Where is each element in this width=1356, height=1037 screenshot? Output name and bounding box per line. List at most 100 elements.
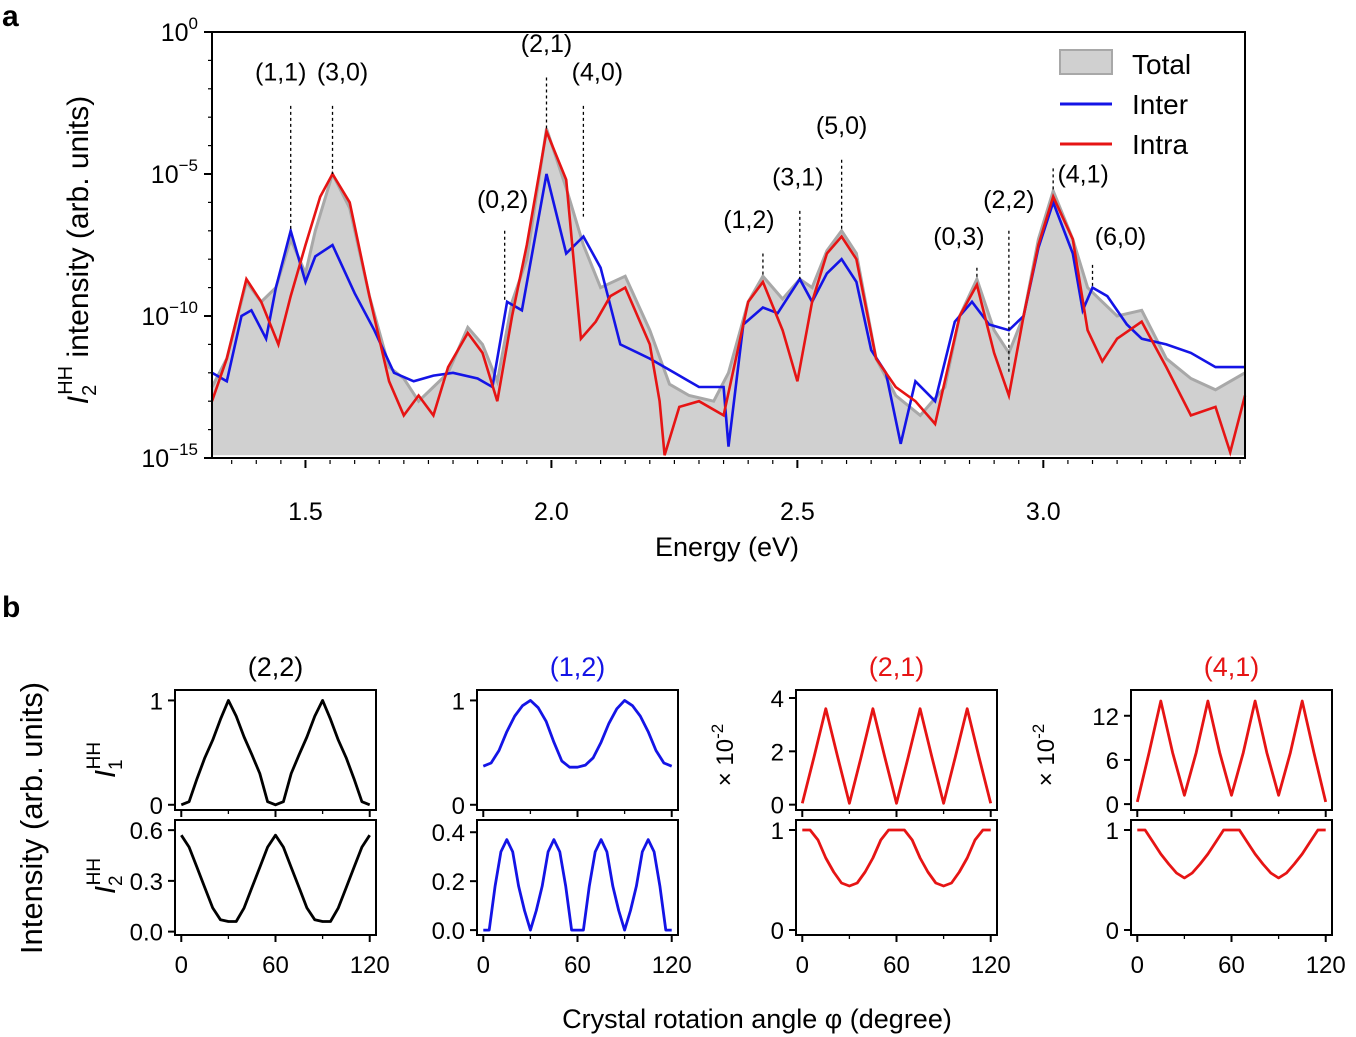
subplot-y-tick-label: 1 — [150, 688, 163, 715]
scale-label-2-1-text: × 10 — [712, 739, 739, 786]
subplot-x-tick-label: 0 — [175, 952, 188, 979]
subplot-y-tick-label: 0 — [150, 793, 163, 820]
subplot-frame — [174, 689, 377, 811]
annotation-label: (4,1) — [1057, 161, 1108, 189]
series-inter-line — [211, 173, 1245, 447]
panel-a-frame — [211, 31, 1246, 459]
subplot-x-tick-label: 120 — [1306, 952, 1346, 979]
annotation-label: (1,1) — [255, 58, 306, 86]
y-tick-label: 10−10 — [141, 298, 198, 331]
panel-b-ylabel: Intensity (arb. units) — [14, 682, 49, 954]
subplot-y-tick-label: 0.0 — [432, 918, 465, 945]
row1-ylabel: I1HH — [84, 742, 127, 778]
row2-ylabel: I2HH — [84, 858, 127, 894]
annotation-label: (5,0) — [816, 112, 867, 140]
subplot-line — [180, 833, 371, 923]
subplot-frame — [1130, 819, 1333, 936]
subplot-x-tick-label: 60 — [883, 952, 910, 979]
annotation-label: (3,1) — [772, 163, 823, 191]
panel-b-letter: b — [2, 591, 20, 624]
annotation-label: (0,3) — [933, 223, 984, 251]
subplot-line — [1137, 828, 1326, 880]
panel-b-xlabel-text: Crystal rotation angle φ (degree) — [562, 1004, 952, 1034]
subplot-y-tick-label: 0.0 — [130, 920, 163, 947]
row2-ylabel-sub: 2 — [106, 875, 127, 886]
row1-ylabel-symbol: I — [90, 770, 122, 778]
legend: Total Inter Intra — [1059, 49, 1191, 160]
subplot-row1-col3: (2,1) 0 2 4 — [771, 652, 998, 820]
panel-b-charts: (2,2)01(1,2)01(2,1)024(4,1)06120.00.30.6… — [130, 652, 1346, 979]
subplot-line — [482, 699, 673, 769]
annotation-label: (3,0) — [317, 58, 368, 86]
scale-label-4-1-text: × 10 — [1033, 739, 1060, 786]
annotation-label: (6,0) — [1095, 223, 1146, 251]
subplot-line — [483, 838, 672, 932]
subplot-row1-col1: (2,2) 0 1 — [150, 652, 377, 820]
x-tick-label: 3.0 — [1026, 498, 1061, 526]
panel-a-letter: a — [2, 0, 19, 33]
subplot-x-tick-label: 0 — [477, 952, 490, 979]
subplot-title: (4,1) — [1204, 652, 1260, 682]
subplot-line — [1135, 699, 1328, 803]
subplot-x-tick-label: 60 — [1218, 952, 1245, 979]
subplot-frame — [476, 819, 679, 936]
scale-label-2-1: × 10-2 — [708, 724, 739, 787]
series-intra-line — [210, 126, 1247, 457]
x-tick-label: 2.5 — [780, 498, 815, 526]
panel-a-ylabel-sub: 2 — [79, 385, 101, 396]
subplot-y-tick-label: 0.4 — [432, 820, 465, 847]
subplot-x-tick-label: 60 — [564, 952, 591, 979]
legend-swatch-total — [1059, 49, 1113, 75]
y-tick-label: 10−5 — [151, 156, 198, 189]
subplot-x-tick-label: 120 — [652, 952, 692, 979]
scale-label-4-1: × 10-2 — [1029, 724, 1060, 787]
subplot-x-tick-label: 120 — [350, 952, 390, 979]
panel-a-xlabel: Energy (eV) — [655, 532, 799, 562]
legend-label-intra: Intra — [1132, 129, 1188, 160]
row2-ylabel-symbol: I — [90, 886, 122, 894]
subplot-line — [800, 707, 993, 805]
y-tick-label: 100 — [161, 14, 198, 47]
legend-label-inter: Inter — [1132, 89, 1188, 120]
subplot-x-tick-label: 0 — [1131, 952, 1144, 979]
panel-a-ylabel-rest: intensity (arb. units) — [62, 96, 95, 366]
subplot-y-tick-label: 6 — [1106, 748, 1119, 775]
series-total-area — [212, 128, 1245, 456]
subplot-y-tick-label: 0 — [771, 793, 784, 820]
subplot-y-tick-label: 0 — [1106, 918, 1119, 945]
subplot-row2-col1: 0.0 0.3 0.6 0 60 120 — [130, 818, 390, 979]
subplot-y-tick-label: 1 — [452, 688, 465, 715]
subplot-row2-col3: 0 1 0 60 120 — [771, 818, 1011, 979]
row2-ylabel-sup: HH — [84, 858, 105, 885]
subplot-y-tick-label: 0 — [771, 918, 784, 945]
annotation-label: (0,2) — [477, 186, 528, 214]
subplot-y-tick-label: 0 — [452, 793, 465, 820]
annotation-label: (2,1) — [521, 30, 572, 58]
subplot-frame — [795, 819, 998, 936]
subplot-frame — [476, 689, 679, 811]
subplot-x-tick-label: 120 — [971, 952, 1011, 979]
scale-label-4-1-exp: -2 — [1029, 724, 1048, 739]
subplot-y-tick-label: 0.2 — [432, 869, 465, 896]
subplot-title: (2,1) — [869, 652, 925, 682]
subplot-y-tick-label: 1 — [1106, 818, 1119, 845]
annotation-label: (2,2) — [983, 186, 1034, 214]
subplot-title: (2,2) — [248, 652, 304, 682]
subplot-row1-col2: (1,2) 0 1 — [452, 652, 679, 820]
subplot-y-tick-label: 1 — [771, 818, 784, 845]
subplot-line — [802, 828, 991, 888]
legend-label-total: Total — [1132, 49, 1191, 80]
subplot-x-tick-label: 60 — [262, 952, 289, 979]
subplot-y-tick-label: 4 — [771, 686, 784, 713]
y-tick-label: 10−15 — [141, 440, 198, 473]
panel-a-ylabel: I2HH intensity (arb. units) — [55, 96, 101, 404]
row1-ylabel-sup: HH — [84, 742, 105, 769]
subplot-row1-col4: (4,1) 0 6 12 — [1092, 652, 1333, 819]
panel-a-ylabel-symbol: I — [62, 396, 95, 404]
subplot-x-tick-label: 0 — [796, 952, 809, 979]
subplot-y-tick-label: 0.3 — [130, 869, 163, 896]
subplot-y-tick-label: 0.6 — [130, 818, 163, 845]
subplot-row2-col4: 0 1 0 60 120 — [1106, 818, 1346, 979]
panel-b-xlabel: Crystal rotation angle φ (degree) — [562, 1004, 952, 1034]
